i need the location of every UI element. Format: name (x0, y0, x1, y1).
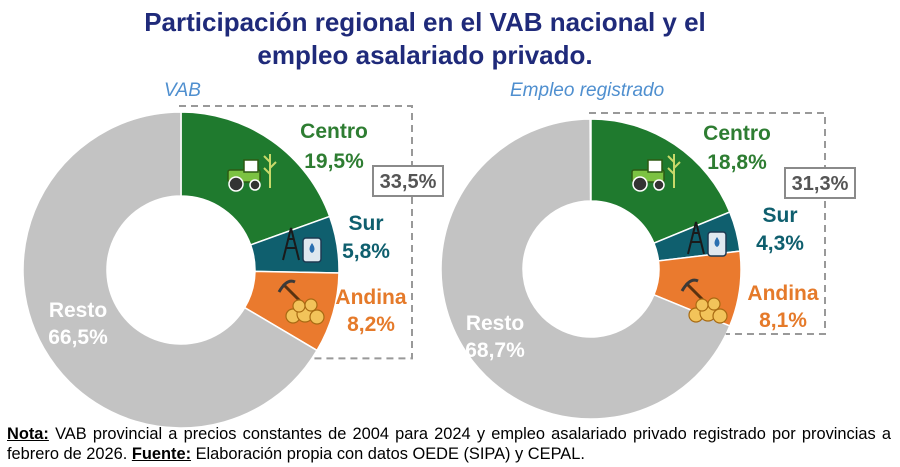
label-sur-value-1: 4,3% (756, 232, 804, 255)
label-sur-name-1: Sur (762, 204, 797, 227)
title-line-2: empleo asalariado privado. (257, 40, 593, 70)
chart-title: Participación regional en el VAB naciona… (0, 6, 875, 72)
chart-subtitle-vab: VAB (164, 80, 201, 101)
oil-rig-icon (687, 221, 727, 257)
label-andina-value-0: 8,2% (347, 313, 395, 336)
group-total-box-1 (784, 167, 856, 199)
label-centro-name-1: Centro (703, 122, 771, 145)
label-sur-name-0: Sur (348, 212, 383, 235)
source-label: Fuente: (131, 445, 192, 463)
label-resto-name-0: Resto (49, 299, 107, 322)
tractor-icon (227, 154, 277, 192)
source-text: Elaboración propia con datos OEDE (SIPA)… (191, 445, 585, 463)
note-label: Nota: (7, 425, 49, 443)
label-centro-name-0: Centro (300, 120, 368, 143)
slice-resto-1 (440, 118, 731, 420)
title-line-1: Participación regional en el VAB naciona… (144, 7, 706, 37)
chart-subtitle-empleo: Empleo registrado (510, 80, 665, 101)
label-centro-value-1: 18,8% (707, 151, 767, 174)
group-total-label-0: 33,5% (380, 171, 437, 193)
tractor-icon (631, 154, 681, 192)
mining-icon (680, 278, 728, 324)
label-centro-value-0: 19,5% (304, 150, 364, 173)
footnote: Nota: VAB provincial a precios constante… (7, 424, 891, 464)
slice-resto-0 (22, 111, 319, 429)
label-andina-name-0: Andina (335, 286, 406, 309)
mining-icon (277, 279, 325, 325)
group-bracket-1 (589, 112, 826, 335)
group-total-box-0 (372, 165, 444, 197)
label-resto-value-1: 68,7% (465, 339, 525, 362)
oil-rig-icon (282, 227, 322, 263)
note-text: VAB provincial a precios constantes de 2… (7, 425, 891, 463)
group-total-label-1: 31,3% (792, 173, 849, 195)
label-andina-value-1: 8,1% (759, 309, 807, 332)
group-bracket-0 (179, 105, 413, 360)
label-resto-name-1: Resto (466, 312, 524, 335)
label-resto-value-0: 66,5% (48, 326, 108, 349)
label-andina-name-1: Andina (747, 282, 818, 305)
label-sur-value-0: 5,8% (342, 240, 390, 263)
